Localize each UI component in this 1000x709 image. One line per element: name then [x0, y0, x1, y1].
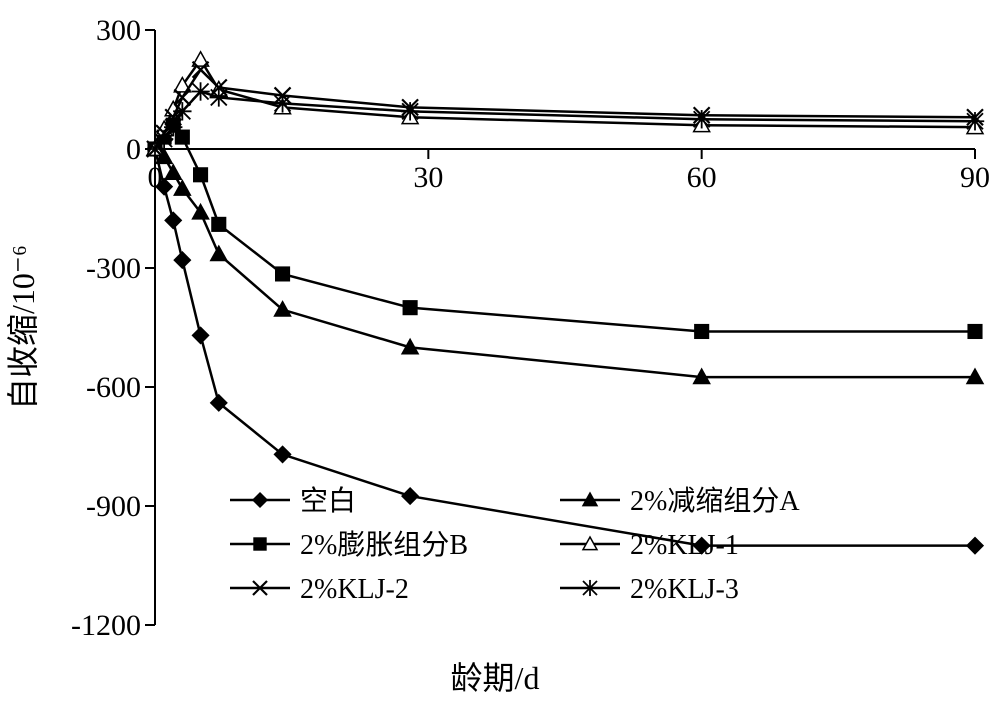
legend-item: 2%KLJ-2	[230, 574, 409, 605]
legend-label: 空白	[300, 485, 356, 517]
series-s_blank	[147, 141, 983, 554]
x-axis-title: 龄期/d	[451, 660, 540, 696]
legend-item: 2%膨胀组分B	[230, 529, 468, 561]
x-tick-label: 30	[413, 161, 443, 194]
series-line	[155, 125, 975, 331]
x-tick-label: 60	[687, 161, 717, 194]
legend-label: 2%膨胀组分B	[300, 529, 468, 561]
legend-label: 2%KLJ-2	[300, 574, 409, 605]
y-tick-label: 300	[96, 14, 141, 47]
series-line	[155, 60, 975, 149]
legend-item: 空白	[230, 485, 356, 517]
series-s_A	[147, 141, 983, 383]
legend-item: 2%KLJ-1	[560, 530, 739, 561]
legend-label: 2%减缩组分A	[630, 485, 800, 517]
series-s_B	[148, 118, 982, 338]
x-tick-label: 90	[960, 161, 990, 194]
y-tick-label: 0	[126, 133, 141, 166]
y-tick-label: -600	[86, 371, 141, 404]
series-line	[155, 149, 975, 377]
series-s_klj2	[147, 62, 983, 157]
legend-label: 2%KLJ-1	[630, 530, 739, 561]
y-axis-title: 自收缩/10⁻⁶	[5, 245, 41, 410]
y-tick-label: -900	[86, 490, 141, 523]
y-tick-label: -300	[86, 252, 141, 285]
legend-item: 2%KLJ-3	[560, 574, 739, 605]
legend-label: 2%KLJ-3	[630, 574, 739, 605]
legend-item: 2%减缩组分A	[560, 485, 800, 517]
shrinkage-chart: -1200-900-600-30003000306090自收缩/10⁻⁶龄期/d…	[0, 0, 1000, 709]
series-line	[155, 149, 975, 546]
y-tick-label: -1200	[71, 609, 141, 642]
